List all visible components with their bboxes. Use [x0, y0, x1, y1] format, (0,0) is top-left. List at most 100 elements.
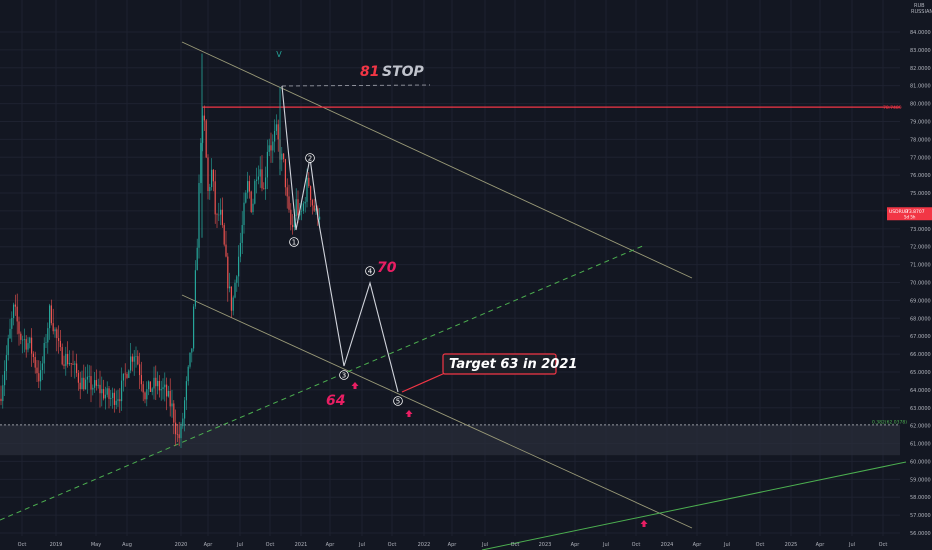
candle-body [306, 177, 308, 202]
candle-body [110, 397, 112, 399]
candle-body [58, 338, 60, 341]
candle-body [65, 353, 67, 366]
candle-body [180, 426, 182, 439]
time-tick-label: Oct [879, 542, 888, 548]
candle-body [313, 205, 315, 211]
candle-body [106, 388, 108, 395]
wave-label-4: 4 [368, 267, 373, 275]
candle-body [158, 380, 160, 391]
price-tick-label: 60.0000 [910, 459, 931, 465]
price-tick-label: 76.0000 [910, 173, 931, 179]
candle-body [54, 329, 56, 332]
candle-body [104, 394, 106, 399]
candle-body [86, 376, 88, 380]
candle-body [171, 403, 173, 407]
candle-body [130, 356, 132, 371]
price-tick-label: 82.0000 [910, 66, 931, 72]
candle-body [241, 225, 243, 243]
pink-arrow-icon [351, 382, 359, 389]
candle-body [207, 157, 209, 192]
time-tick-label: Apr [693, 542, 703, 548]
wave-circle-3 [339, 370, 349, 380]
candle-body [149, 381, 151, 392]
candle-body [0, 398, 2, 402]
candle-body [16, 306, 18, 322]
candle-body [200, 142, 202, 183]
candle-body [29, 337, 31, 344]
candle-body [223, 225, 225, 245]
candle-body [63, 364, 65, 366]
candle-body [238, 256, 240, 277]
candle-body [32, 353, 34, 358]
candle-body [191, 348, 193, 353]
candle-body [155, 377, 157, 387]
candles-layer [0, 53, 321, 448]
candle-body [288, 196, 290, 210]
candle-body [247, 181, 249, 193]
current-price-sub: 5d 5h [904, 214, 916, 219]
axes-layer: 84.0000 83.0000 82.0000 81.0000 80.0000 79.00… [18, 3, 932, 548]
candle-body [160, 389, 162, 391]
current-price-value: 73.8707 [906, 209, 925, 215]
candle-body [281, 153, 283, 160]
candle-body [119, 399, 121, 402]
candle-body [297, 199, 299, 216]
candle-body [117, 399, 119, 401]
candle-body [308, 177, 310, 187]
candle-body [70, 363, 72, 364]
price-tick-label: 84.0000 [910, 30, 931, 36]
candle-body [196, 247, 198, 271]
candle-body [243, 202, 245, 226]
candle-body [50, 305, 52, 324]
time-tick-label: Jul [236, 542, 243, 548]
projection-layer [281, 85, 399, 393]
candle-body [121, 380, 123, 402]
wave-label-3: 3 [342, 371, 346, 379]
candle-body [126, 373, 128, 378]
candle-body [2, 385, 4, 402]
price-tick-label: 68.0000 [910, 316, 931, 322]
pink-arrow-icon [405, 410, 413, 417]
candle-body [301, 210, 303, 212]
candle-body [97, 384, 99, 386]
price-tick-label: 62.0000 [910, 424, 931, 430]
candle-body [302, 203, 304, 211]
candle-body [92, 387, 94, 390]
candle-body [148, 381, 150, 390]
candle-body [178, 434, 180, 439]
stop-dashed-line [281, 84, 431, 87]
pink-arrow-icon [640, 520, 648, 527]
candle-body [36, 367, 38, 374]
candle-body [250, 191, 252, 212]
candle-body [135, 356, 137, 357]
price-tick-label: 67.0000 [910, 334, 931, 340]
candle-body [266, 151, 268, 178]
price-tick-label: 66.0000 [910, 352, 931, 358]
candle-body [239, 242, 241, 257]
callout-pointer [401, 372, 446, 393]
time-tick-label: Apr [571, 542, 581, 548]
candle-body [245, 192, 247, 203]
candle-body [295, 199, 297, 217]
candle-body [27, 343, 29, 350]
candle-body [72, 363, 74, 365]
channel-lower-line [181, 294, 693, 529]
wave4-value: 70 [377, 260, 397, 276]
candle-body [214, 181, 216, 215]
candle-body [99, 384, 101, 394]
candle-body [176, 434, 178, 435]
time-tick-label: Apr [448, 542, 458, 548]
candle-body [166, 384, 168, 397]
candle-body [284, 159, 286, 188]
candle-body [212, 169, 214, 182]
candle-body [90, 376, 92, 390]
candle-body [79, 382, 81, 389]
stop-value: 81 [360, 64, 379, 80]
candle-body [315, 208, 317, 211]
candle-body [236, 276, 238, 283]
candle-body [272, 141, 274, 151]
candle-body [202, 115, 204, 143]
time-tick-label: Oct [18, 542, 27, 548]
